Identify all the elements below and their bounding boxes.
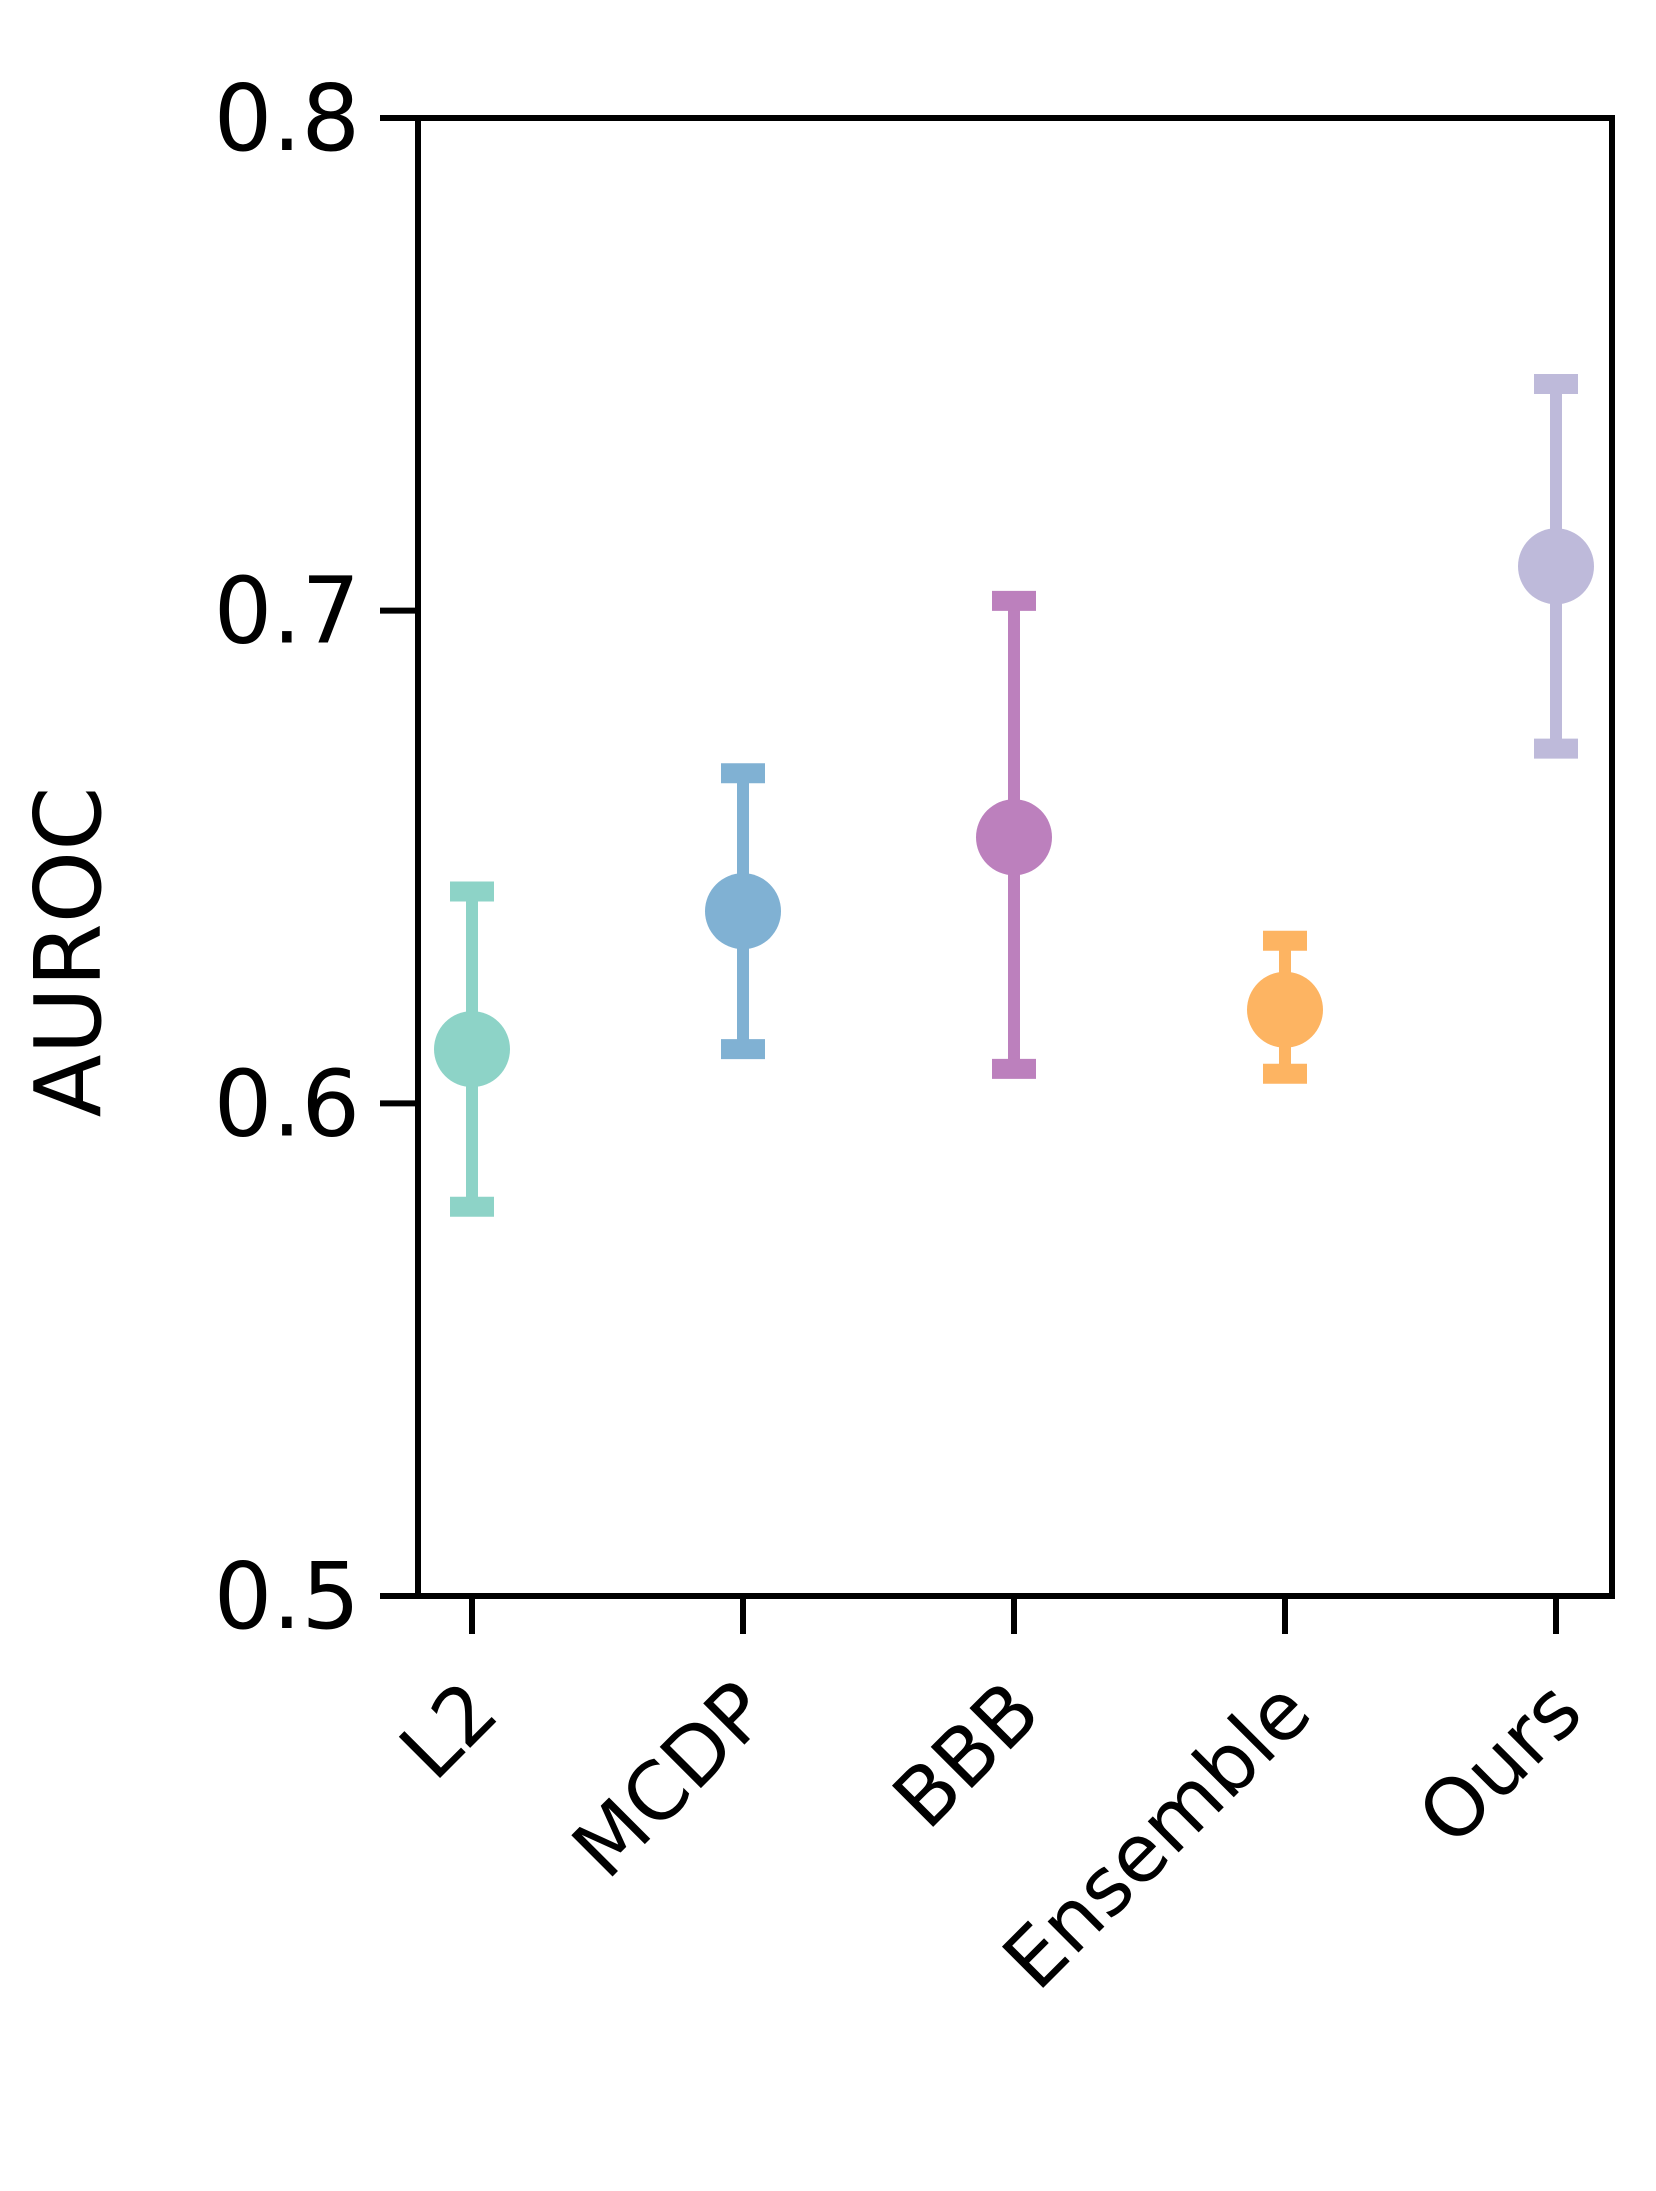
errorbar-ours	[1518, 374, 1594, 759]
data-point	[1518, 528, 1594, 605]
data-point	[1247, 971, 1323, 1048]
y-tick-label: 0.6	[214, 1050, 360, 1157]
x-tick-label: BBB	[875, 1664, 1057, 1846]
errorbar-bbb	[976, 590, 1052, 1079]
data-marks	[434, 374, 1594, 1217]
errorbar-l2	[434, 881, 510, 1217]
errorbar-mcdp	[705, 763, 781, 1060]
y-tick-label: 0.7	[214, 558, 360, 665]
data-point	[705, 873, 781, 950]
y-tick-label: 0.8	[214, 65, 360, 172]
x-tick-label: MCDP	[555, 1664, 787, 1896]
data-point	[976, 799, 1052, 876]
y-tick-label: 0.5	[214, 1543, 360, 1650]
y-axis-label: AUROC	[15, 787, 122, 1118]
errorbar-ensemble	[1247, 930, 1323, 1084]
x-tick-label: Ours	[1401, 1664, 1600, 1863]
x-tick-label: L2	[382, 1664, 515, 1797]
data-point	[434, 1011, 510, 1088]
